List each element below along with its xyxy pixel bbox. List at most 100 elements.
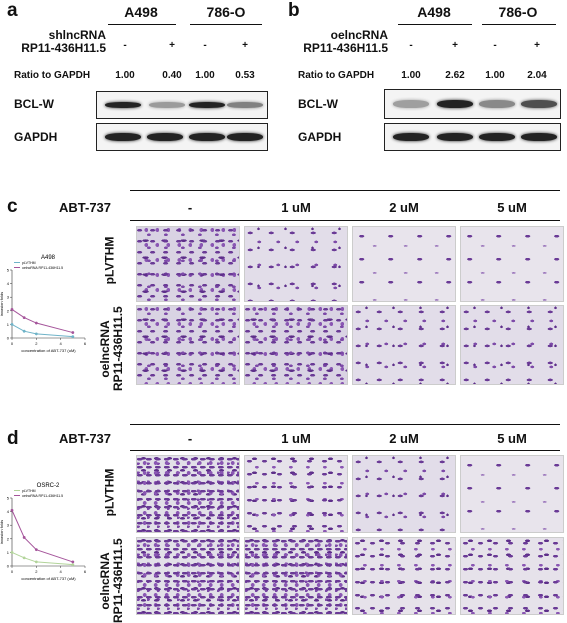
panel-b-lane2-sign: + bbox=[452, 40, 458, 51]
panel-b-ratio-2: 2.62 bbox=[445, 70, 465, 81]
panel-d-chart-series-0-point-2 bbox=[34, 560, 38, 564]
panel-a-treatment-line1: shlncRNA bbox=[48, 28, 106, 42]
panel-d-chart-series-0-point-0 bbox=[10, 551, 14, 554]
panel-a-gapdh-band-1 bbox=[105, 133, 141, 141]
panel-b-lane4-sign: + bbox=[534, 40, 540, 51]
panel-d-row2-label: oelncRNA RP11-436H11.5 bbox=[98, 538, 125, 623]
panel-d-image-oe-0uM bbox=[136, 537, 240, 615]
panel-b-ratio-3: 1.00 bbox=[485, 70, 505, 81]
panel-b-treatment-label: oelncRNA RP11-436H11.5 bbox=[294, 29, 388, 55]
panel-d-row1-label: pLVTHM bbox=[103, 463, 117, 523]
panel-a-treatment-label: shlncRNA RP11-436H11.5 bbox=[14, 29, 106, 55]
panel-b-lane3-sign: - bbox=[493, 40, 497, 51]
panel-d-chart-series-0-point-1 bbox=[22, 556, 26, 560]
panel-c-chart-xlabel: concentration of ABT-737 (uM) bbox=[21, 348, 76, 353]
panel-d-chart-legend-label-1: oelncRNA RP11-436H11.5 bbox=[22, 494, 63, 498]
panel-d-image-oe-1uM bbox=[244, 537, 348, 615]
panel-c-row1-text: pLVTHM bbox=[102, 236, 117, 285]
panel-d-image-pLVTHM-5uM bbox=[460, 455, 564, 533]
panel-d-image-pLVTHM-0uM bbox=[136, 455, 240, 533]
panel-c-chart-legend-label-0: pLVTHM bbox=[22, 261, 36, 265]
panel-d-drug-label: ABT-737 bbox=[58, 431, 112, 446]
panel-d-chart-ytick-label-1: 1 bbox=[7, 550, 10, 555]
panel-d-bottom-rule bbox=[130, 450, 560, 451]
panel-c-bottom-rule bbox=[130, 220, 560, 221]
panel-c-chart-ytick-label-5: 5 bbox=[7, 268, 10, 273]
panel-b-treatment-line2: RP11-436H11.5 bbox=[303, 41, 388, 55]
panel-a-gapdh-label: GAPDH bbox=[14, 130, 58, 144]
panel-c-image-pLVTHM-2uM bbox=[352, 226, 456, 302]
panel-d-chart-ytick-label-0: 0 bbox=[7, 564, 10, 569]
panel-b-gapdh-band-3 bbox=[479, 133, 515, 141]
panel-c-row2-line2: RP11-436H11.5 bbox=[111, 306, 125, 391]
panel-a-gapdh-band-3 bbox=[189, 133, 225, 141]
panel-c-label: c bbox=[7, 196, 18, 217]
panel-d-chart-series-1-point-2 bbox=[34, 548, 38, 552]
panel-b-lane1-sign: - bbox=[409, 40, 413, 51]
panel-b-786o-rule bbox=[482, 24, 556, 25]
panel-c-row1-label: pLVTHM bbox=[102, 231, 117, 291]
panel-a-label: a bbox=[7, 0, 18, 21]
panel-b-bclw-band-1 bbox=[393, 100, 429, 108]
panel-b-gapdh-blot bbox=[384, 123, 561, 151]
panel-d-cond-3: 5 uM bbox=[497, 431, 527, 446]
panel-c-cond-2: 2 uM bbox=[389, 200, 419, 215]
panel-a-cellline-786o: 786-O bbox=[206, 4, 246, 20]
panel-a-bclw-band-2 bbox=[149, 102, 185, 108]
panel-c-chart-series-1-point-1 bbox=[22, 316, 26, 319]
panel-c-chart-xtick-label-2: 4 bbox=[60, 341, 63, 346]
panel-c-chart-ytick-label-2: 2 bbox=[7, 308, 10, 313]
panel-d-chart-title: OSRC-2 bbox=[37, 483, 60, 489]
panel-c-chart-ytick-label-3: 3 bbox=[7, 295, 10, 300]
panel-d-chart-ytick-label-2: 2 bbox=[7, 536, 10, 541]
panel-d-chart-series-1-point-0 bbox=[10, 508, 14, 512]
panel-c-chart-ytick-label-0: 0 bbox=[7, 336, 10, 341]
panel-c-chart-series-0-point-1 bbox=[22, 329, 26, 333]
panel-d-image-pLVTHM-2uM bbox=[352, 455, 456, 533]
panel-d-chart-xtick-label-1: 2 bbox=[35, 569, 38, 574]
panel-c-chart-series-0-point-3 bbox=[71, 335, 75, 339]
panel-a-ratio-2: 0.40 bbox=[162, 70, 182, 81]
panel-a-lane3-sign: - bbox=[203, 40, 207, 51]
panel-a-ratio-1: 1.00 bbox=[115, 70, 135, 81]
panel-b-gapdh-band-2 bbox=[437, 133, 473, 141]
panel-a-cellline-a498: A498 bbox=[124, 4, 158, 20]
panel-b-label: b bbox=[288, 0, 300, 21]
panel-c-chart-series-0-line bbox=[11, 323, 73, 338]
panel-d-chart-ytick-label-4: 4 bbox=[7, 509, 10, 514]
panel-a-bclw-band-4 bbox=[227, 102, 263, 108]
panel-d-top-rule bbox=[130, 424, 560, 425]
panel-a-ratio-4: 0.53 bbox=[235, 70, 255, 81]
panel-d-chart-legend-label-0: pLVTHM bbox=[22, 489, 36, 493]
panel-d-chart-xtick-label-0: 0 bbox=[11, 569, 14, 574]
panel-b-gapdh-label: GAPDH bbox=[298, 130, 342, 144]
panel-c-chart-ytick-label-1: 1 bbox=[7, 322, 10, 327]
panel-d-chart-series-1-line bbox=[11, 510, 73, 563]
panel-b-cellline-786o: 786-O bbox=[498, 4, 538, 20]
panel-d-chart-xlabel: concentration of ABT-737 (uM) bbox=[21, 576, 76, 581]
panel-d-chart-ylabel: invasion folds bbox=[0, 520, 4, 544]
panel-c-chart-series-0-point-2 bbox=[34, 332, 38, 336]
panel-d-label: d bbox=[7, 428, 19, 449]
panel-d-chart-xtick-label-3: 6 bbox=[84, 569, 87, 574]
panel-c-drug-label: ABT-737 bbox=[58, 200, 112, 215]
panel-c-image-pLVTHM-5uM bbox=[460, 226, 564, 302]
panel-a-lane4-sign: + bbox=[242, 40, 248, 51]
panel-b-bclw-band-2 bbox=[437, 100, 473, 108]
panel-d-chart-series-0-point-3 bbox=[71, 563, 75, 567]
panel-c-chart-xtick-label-3: 6 bbox=[84, 341, 87, 346]
panel-c-cond-0: - bbox=[187, 200, 193, 215]
panel-c-image-oe-5uM bbox=[460, 305, 564, 385]
panel-a-ratio-3: 1.00 bbox=[195, 70, 215, 81]
panel-c-chart-xtick-label-0: 0 bbox=[11, 341, 14, 346]
panel-b-ratio-1: 1.00 bbox=[401, 70, 421, 81]
panel-b-ratio-4: 2.04 bbox=[527, 70, 547, 81]
panel-b-treatment-line1: oelncRNA bbox=[330, 28, 388, 42]
panel-a-bclw-band-1 bbox=[105, 102, 141, 108]
panel-d-cond-1: 1 uM bbox=[281, 431, 311, 446]
panel-a-gapdh-band-4 bbox=[227, 133, 263, 141]
panel-d-cond-0: - bbox=[187, 431, 193, 446]
panel-b-bclw-blot bbox=[384, 89, 561, 119]
